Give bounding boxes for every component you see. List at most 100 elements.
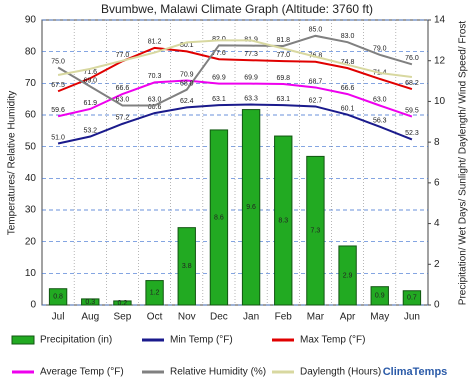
value-label: 69.8 <box>276 75 290 82</box>
value-label: 59.6 <box>51 107 65 114</box>
value-label: 63.0 <box>148 96 162 103</box>
value-label: 8.3 <box>278 217 288 224</box>
value-label: 70.9 <box>180 71 194 78</box>
value-label: 59.5 <box>405 107 419 114</box>
value-label: 61.9 <box>83 100 97 107</box>
series-line <box>57 34 413 107</box>
y-tick-label: 40 <box>25 173 37 184</box>
y-tick-label: 90 <box>25 15 37 26</box>
y2-tick-label: 12 <box>434 55 446 66</box>
value-label: 3.8 <box>182 263 192 270</box>
value-label: 63.1 <box>276 96 290 103</box>
value-label: 77.3 <box>244 51 258 58</box>
value-label: 9.6 <box>246 204 256 211</box>
x-tick-label: Jun <box>404 312 420 323</box>
value-label: 76.0 <box>405 55 419 62</box>
legend-label: Min Temp (°F) <box>170 335 233 346</box>
value-label: 53.2 <box>83 127 97 134</box>
bar <box>177 227 196 306</box>
value-label: 68.7 <box>309 78 323 85</box>
x-tick-label: Sep <box>114 312 132 323</box>
x-tick-label: Feb <box>275 312 293 323</box>
x-tick-label: Nov <box>178 312 196 323</box>
y-tick-label: 30 <box>25 205 37 216</box>
legend-label: Max Temp (°F) <box>300 335 366 346</box>
bar <box>402 290 422 306</box>
value-label: 7.3 <box>311 228 321 235</box>
value-label: 2.9 <box>343 272 353 279</box>
value-label: 63.3 <box>244 95 258 102</box>
value-label: 85.0 <box>309 27 323 34</box>
value-label: 60.6 <box>148 104 162 111</box>
value-label: 75.0 <box>51 58 65 65</box>
value-label: 81.8 <box>276 37 290 44</box>
x-tick-label: May <box>370 312 389 323</box>
value-label: 57.2 <box>116 115 130 122</box>
bar <box>48 288 68 306</box>
series-line <box>57 79 413 118</box>
y2-tick-label: 10 <box>434 96 446 107</box>
x-tick-label: Dec <box>210 312 228 323</box>
legend-label: Average Temp (°F) <box>40 367 124 378</box>
value-label: 74.8 <box>341 59 355 66</box>
y2-tick-label: 6 <box>434 177 440 188</box>
value-label: 0.7 <box>407 295 417 302</box>
y-tick-label: 10 <box>25 268 37 279</box>
bar <box>113 300 132 306</box>
value-label: 56.3 <box>373 118 387 125</box>
value-label: 70.3 <box>148 73 162 80</box>
legend-label: Precipitation (in) <box>40 335 112 346</box>
value-label: 0.9 <box>375 293 385 300</box>
y-tick-label: 50 <box>25 141 37 152</box>
value-label: 71.6 <box>83 69 97 76</box>
value-label: 66.6 <box>116 85 130 92</box>
bar <box>145 280 164 306</box>
legend-label: Daylength (Hours) <box>300 367 381 378</box>
bar <box>370 286 389 306</box>
value-label: 69.9 <box>212 74 226 81</box>
y-tick-label: 70 <box>25 78 37 89</box>
value-label: 1.2 <box>150 290 160 297</box>
value-label: 80.1 <box>180 42 194 49</box>
value-label: 69.9 <box>244 74 258 81</box>
chart-title: Bvumbwe, Malawi Climate Graph (Altitude:… <box>101 2 373 16</box>
value-label: 8.6 <box>214 214 224 221</box>
series-line <box>57 46 413 93</box>
value-label: 62.7 <box>309 97 323 104</box>
value-label: 0.2 <box>118 300 128 307</box>
x-tick-label: Mar <box>307 312 325 323</box>
value-label: 0.3 <box>85 299 95 306</box>
value-label: 77.6 <box>212 50 226 57</box>
x-tick-label: Aug <box>81 312 99 323</box>
value-label: 63.0 <box>373 96 387 103</box>
value-label: 68.2 <box>405 80 419 87</box>
y2-tick-label: 0 <box>434 300 440 311</box>
x-tick-label: Jul <box>52 312 65 323</box>
y-axis-title: Temperatures/ Relative Humidity <box>7 91 18 236</box>
legend-label: Relative Humidity (%) <box>170 367 266 378</box>
bar <box>274 135 293 306</box>
bar <box>81 298 100 306</box>
value-label: 60.1 <box>341 106 355 113</box>
value-label: 0.8 <box>53 294 63 301</box>
y2-tick-label: 8 <box>434 137 440 148</box>
value-label: 63.0 <box>116 96 130 103</box>
bar <box>209 129 229 306</box>
bar <box>241 109 261 306</box>
y2-axis-title: Precipitation/ Wet Days/ Sunlight/ Dayle… <box>458 21 469 306</box>
value-label: 52.3 <box>405 130 419 137</box>
value-label: 69.0 <box>83 77 97 84</box>
y2-tick-label: 14 <box>434 15 446 26</box>
x-tick-label: Jan <box>243 312 259 323</box>
value-label: 81.2 <box>148 39 162 46</box>
value-label: 67.5 <box>51 82 65 89</box>
value-label: 63.1 <box>212 96 226 103</box>
value-label: 77.0 <box>116 52 130 59</box>
legend-swatch <box>11 335 35 345</box>
y-tick-label: 20 <box>25 236 37 247</box>
value-label: 79.0 <box>373 46 387 53</box>
y2-tick-label: 4 <box>434 218 440 229</box>
y-tick-label: 60 <box>25 110 37 121</box>
value-label: 83.0 <box>341 33 355 40</box>
